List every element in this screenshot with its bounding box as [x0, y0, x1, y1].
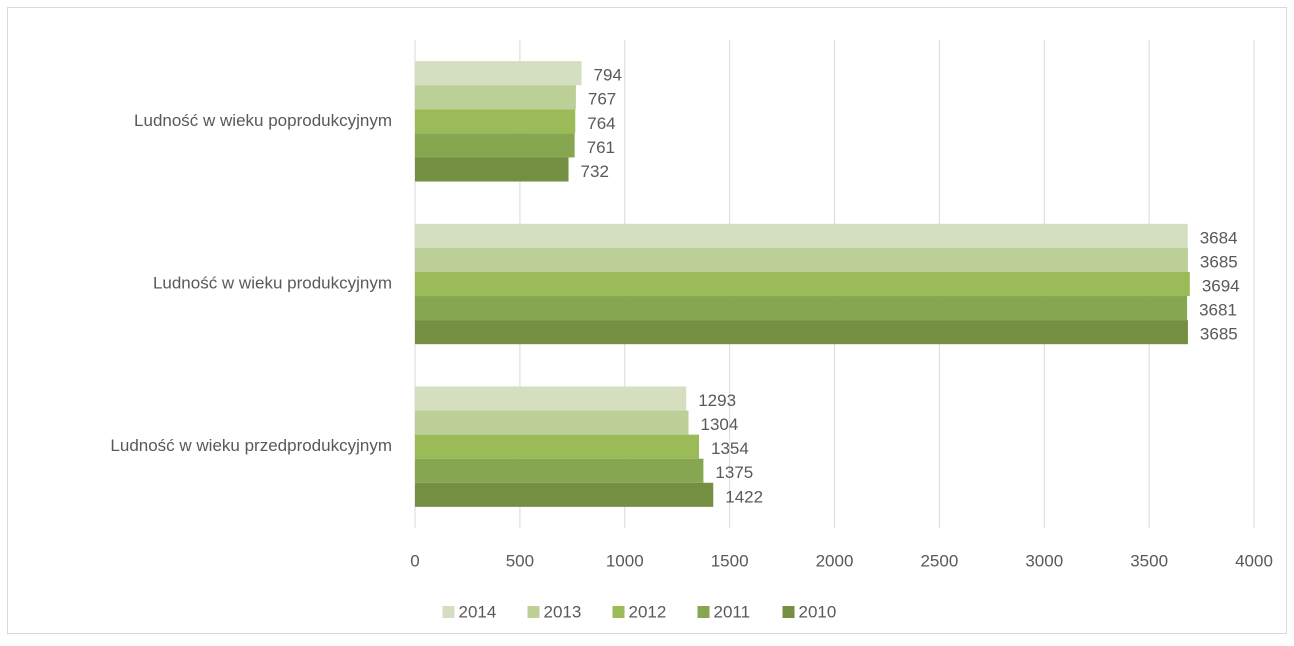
x-tick-label: 2000	[816, 551, 854, 570]
data-label: 3685	[1200, 252, 1238, 271]
legend-label: 2013	[544, 602, 582, 621]
bar	[415, 61, 582, 86]
bar	[415, 247, 1188, 272]
data-label: 1293	[698, 391, 736, 410]
legend-swatch	[612, 606, 625, 618]
data-label: 1354	[711, 439, 749, 458]
legend-label: 2010	[799, 602, 837, 621]
data-label: 761	[587, 138, 615, 157]
bar	[415, 458, 704, 483]
data-label: 1304	[701, 415, 739, 434]
legend-swatch	[697, 606, 710, 618]
y-tick-label: Ludność w wieku poprodukcyjnym	[134, 111, 392, 130]
x-tick-label: 2500	[920, 551, 958, 570]
legend-label: 2011	[714, 602, 751, 621]
bar	[415, 386, 687, 411]
bar	[415, 109, 576, 134]
x-tick-label: 0	[410, 551, 419, 570]
data-label: 794	[594, 66, 622, 85]
data-label: 1422	[725, 487, 763, 506]
bar	[415, 434, 700, 459]
legend-label: 2014	[459, 602, 497, 621]
bar	[415, 482, 714, 507]
x-tick-label: 500	[506, 551, 534, 570]
bar	[415, 223, 1188, 248]
x-tick-label: 3500	[1130, 551, 1168, 570]
data-label: 3681	[1199, 301, 1237, 320]
data-label: 3694	[1202, 276, 1240, 295]
legend-swatch	[442, 606, 455, 618]
data-label: 3684	[1200, 228, 1238, 247]
data-label: 732	[581, 162, 609, 181]
legend-swatch	[527, 606, 540, 618]
data-label: 3685	[1200, 325, 1238, 344]
bar	[415, 296, 1188, 321]
bar	[415, 410, 689, 435]
x-tick-label: 3000	[1025, 551, 1063, 570]
legend-label: 2012	[629, 602, 667, 621]
data-label: 767	[588, 90, 616, 109]
bar	[415, 271, 1190, 297]
bar	[415, 133, 575, 158]
bar	[415, 157, 569, 182]
x-tick-label: 1000	[606, 551, 644, 570]
bar	[415, 85, 576, 110]
x-tick-label: 4000	[1235, 551, 1273, 570]
data-label: 1375	[715, 463, 753, 482]
data-label: 764	[587, 114, 615, 133]
bar	[415, 320, 1188, 345]
y-tick-label: Ludność w wieku produkcyjnym	[153, 273, 392, 292]
y-tick-label: Ludność w wieku przedprodukcyjnym	[110, 436, 392, 455]
legend-swatch	[782, 606, 795, 618]
x-tick-label: 1500	[711, 551, 749, 570]
